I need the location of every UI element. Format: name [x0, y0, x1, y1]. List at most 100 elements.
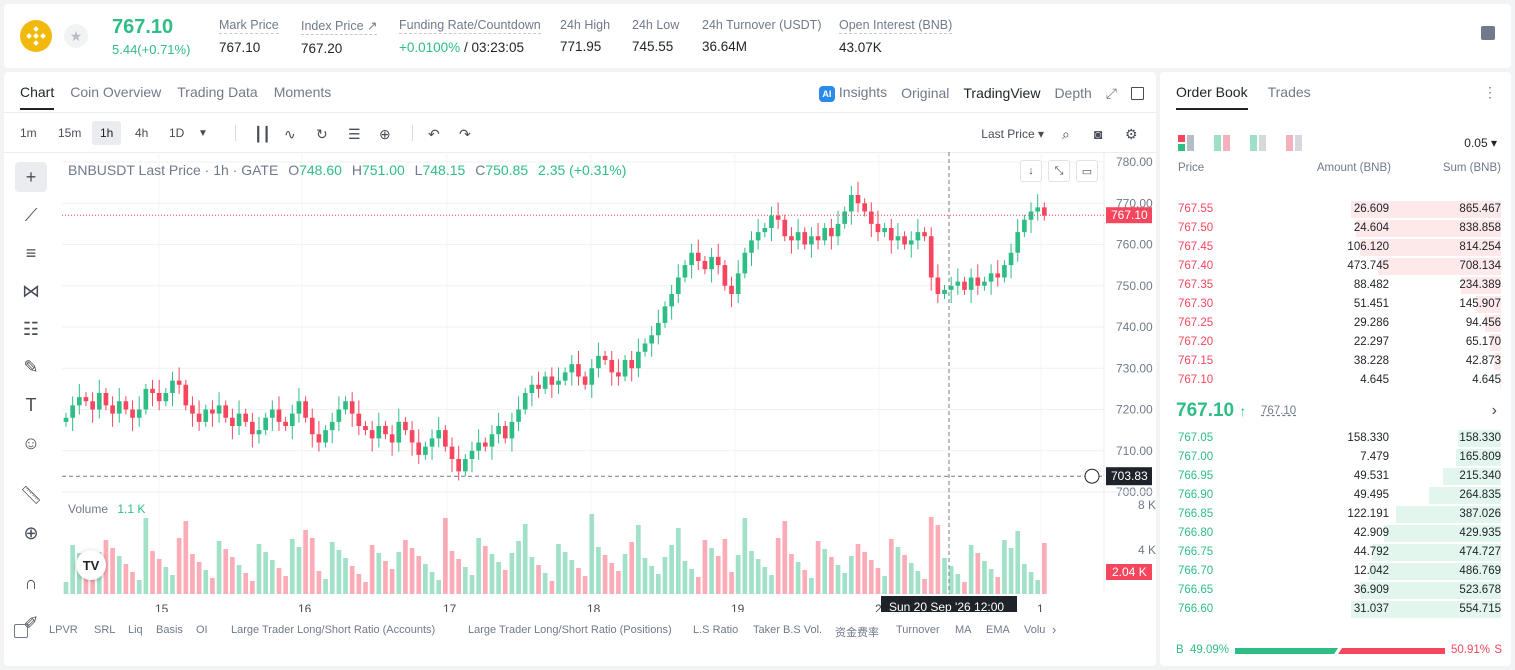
notes-icon[interactable] [1481, 26, 1495, 40]
bid-row[interactable]: 766.80 42.909 429.935 [1160, 524, 1511, 543]
both-sides-layout-icon[interactable] [1178, 135, 1194, 151]
favorite-star-icon[interactable]: ★ [64, 24, 88, 48]
bid-row[interactable]: 767.00 7.479 165.809 [1160, 448, 1511, 467]
indicator-lt-ratio-accounts[interactable]: Large Trader Long/Short Ratio (Accounts) [231, 624, 436, 636]
pattern-tool-icon[interactable]: ⋈ [22, 280, 40, 301]
ask-row[interactable]: 767.20 22.297 65.170 [1160, 333, 1511, 352]
index-price-stat[interactable]: Index Price ↗ 767.20 [301, 18, 378, 56]
bid-row[interactable]: 766.95 49.531 215.340 [1160, 467, 1511, 486]
indicator-ls-ratio[interactable]: L.S Ratio [693, 624, 739, 636]
indicator-ma[interactable]: MA [955, 624, 972, 636]
ask-row[interactable]: 767.55 26.609 865.467 [1160, 200, 1511, 219]
ask-row[interactable]: 767.10 4.645 4.645 [1160, 371, 1511, 390]
bid-row[interactable]: 766.70 12.042 486.769 [1160, 562, 1511, 581]
indicators-icon[interactable]: ∿ [284, 126, 296, 142]
funding-rate-stat[interactable]: Funding Rate/Countdown +0.0100% / 03:23:… [399, 18, 541, 55]
expand-icon[interactable]: ⤢ [1105, 84, 1117, 101]
bid-row[interactable]: 766.60 31.037 554.715 [1160, 600, 1511, 619]
more-icon[interactable]: ⋮ [1483, 84, 1497, 100]
arrow-down-icon[interactable]: ↓ [1020, 160, 1042, 182]
tab-trading-data[interactable]: Trading Data [177, 84, 258, 100]
text-tool-icon[interactable]: T [25, 394, 37, 415]
zoom-tool-icon[interactable]: ⊕ [23, 522, 39, 543]
chevron-right-icon[interactable]: › [1052, 622, 1057, 637]
bids-layout-icon[interactable] [1214, 135, 1230, 151]
mid-price[interactable]: 767.10 ↑ [1176, 400, 1246, 422]
fib-tool-icon[interactable]: ☷ [22, 318, 40, 339]
tab-chart[interactable]: Chart [20, 84, 55, 110]
collapse-icon[interactable]: ⤡ [1048, 160, 1070, 182]
indicator-liq[interactable]: Liq [128, 624, 143, 636]
tab-trades[interactable]: Trades [1267, 84, 1311, 100]
redo-icon[interactable]: ↷ [459, 126, 471, 142]
bid-row[interactable]: 766.85 122.191 387.026 [1160, 505, 1511, 524]
insights-button[interactable]: AI Insights [818, 84, 887, 102]
ruler-tool-icon[interactable]: 📏︎ [19, 484, 43, 505]
camera-icon[interactable]: ◙ [1094, 126, 1103, 142]
price-chart[interactable]: 780.00 770.00 760.00 750.00 740.00 730.00 720.… [4, 72, 1156, 612]
open-interest-stat[interactable]: Open Interest (BNB) 43.07K [839, 18, 953, 55]
depth-mode-button[interactable]: Depth [1054, 85, 1092, 101]
emoji-tool-icon[interactable]: ☺ [21, 432, 41, 453]
depth-bar [1460, 277, 1501, 294]
timeframe-15m[interactable]: 15m [58, 126, 82, 140]
original-mode-button[interactable]: Original [901, 85, 950, 101]
indicator-srl[interactable]: SRL [94, 624, 116, 636]
replay-icon[interactable]: ↻ [316, 126, 328, 142]
timeframe-1h[interactable]: 1h [92, 121, 122, 145]
indicator-lt-ratio-positions[interactable]: Large Trader Long/Short Ratio (Positions… [468, 624, 672, 636]
timeframe-dropdown-icon[interactable]: ▼ [198, 128, 208, 139]
bid-row[interactable]: 766.90 49.495 264.835 [1160, 486, 1511, 505]
ask-row[interactable]: 767.45 106.120 814.254 [1160, 238, 1511, 257]
horizontal-lines-tool-icon[interactable]: ≡ [25, 242, 37, 263]
mark-price-stat[interactable]: Mark Price 767.10 [219, 18, 279, 55]
indicator-funding-rate[interactable]: 资金费率 [835, 627, 879, 639]
indicator-lpvr[interactable]: LPVR [49, 624, 78, 636]
green-layout-icon[interactable] [1250, 135, 1266, 151]
indicator-ema[interactable]: EMA [986, 624, 1010, 636]
undo-icon[interactable]: ↶ [428, 126, 440, 142]
magnet-tool-icon[interactable]: ∩ [24, 572, 38, 593]
candle-type-icon[interactable]: ┃┃ [254, 126, 271, 142]
bid-row[interactable]: 766.75 44.792 474.727 [1160, 543, 1511, 562]
tradingview-mode-button[interactable]: TradingView [963, 85, 1041, 101]
bid-row[interactable]: 766.65 36.909 523.678 [1160, 581, 1511, 600]
candle-body [469, 450, 475, 459]
settings-gear-icon[interactable]: ⚙ [1125, 126, 1138, 142]
tab-coin-overview[interactable]: Coin Overview [70, 84, 162, 100]
ask-row[interactable]: 767.25 29.286 94.456 [1160, 314, 1511, 333]
trendline-tool-icon[interactable]: ⟋ [24, 204, 38, 225]
indicator-turnover[interactable]: Turnover [896, 624, 940, 636]
add-indicator-icon[interactable]: ⊕ [379, 126, 391, 142]
volume-bar [922, 579, 927, 594]
timeframe-1d[interactable]: 1D [169, 126, 185, 140]
template-icon[interactable]: ☰ [348, 126, 361, 142]
ask-row[interactable]: 767.15 38.228 42.873 [1160, 352, 1511, 371]
crosshair-tool-icon[interactable]: + [15, 162, 47, 192]
ask-row[interactable]: 767.35 88.482 234.389 [1160, 276, 1511, 295]
indicator-basis[interactable]: Basis [156, 624, 183, 636]
window-icon[interactable] [1131, 86, 1144, 100]
volume-bar [669, 545, 674, 594]
search-icon[interactable]: ⌕ [1062, 126, 1070, 142]
timeframe-4h[interactable]: 4h [135, 126, 149, 140]
indicator-oi[interactable]: OI [196, 624, 208, 636]
bid-sum: 486.769 [1459, 565, 1501, 577]
tab-order-book[interactable]: Order Book [1176, 84, 1248, 110]
timeframe-1m[interactable]: 1m [20, 126, 37, 140]
price-type-select[interactable]: Last Price ▾ [981, 127, 1044, 141]
ask-row[interactable]: 767.50 24.604 838.858 [1160, 219, 1511, 238]
brush-tool-icon[interactable]: ✎ [23, 356, 39, 377]
ask-row[interactable]: 767.30 51.451 145.907 [1160, 295, 1511, 314]
volume-bar [136, 580, 142, 594]
calendar-icon[interactable] [14, 624, 28, 638]
bid-row[interactable]: 767.05 158.330 158.330 [1160, 429, 1511, 448]
maximize-icon[interactable]: ▭ [1076, 160, 1098, 182]
chevron-right-icon[interactable]: › [1491, 402, 1497, 419]
red-layout-icon[interactable] [1286, 135, 1302, 151]
indicator-volume[interactable]: Volu [1024, 624, 1046, 636]
tab-moments[interactable]: Moments [273, 84, 332, 100]
ask-row[interactable]: 767.40 473.745 708.134 [1160, 257, 1511, 276]
tick-size-select[interactable]: 0.05 ▾ [1464, 136, 1497, 150]
indicator-taker-vol[interactable]: Taker B.S Vol. [753, 624, 823, 636]
